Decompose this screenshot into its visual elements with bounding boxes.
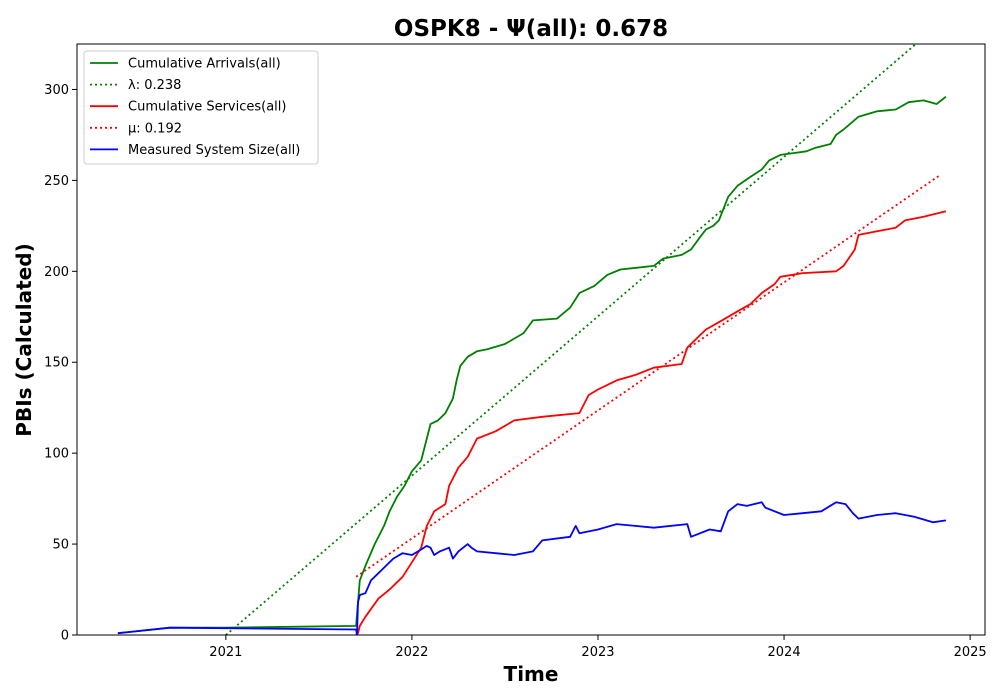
y-tick-label: 150 [44, 356, 69, 371]
legend-label: Measured System Size(all) [128, 143, 300, 158]
legend-box [83, 50, 319, 165]
legend: Cumulative Arrivals(all) λ: 0.238 Cumulati… [83, 50, 319, 165]
x-axis: 2021 2022 2023 2024 2025 [209, 635, 987, 660]
y-tick-label: 200 [44, 265, 69, 280]
series-line-3 [355, 174, 941, 578]
series-line-1 [225, 44, 918, 635]
y-tick-label: 100 [44, 447, 69, 462]
y-tick-label: 300 [44, 83, 69, 98]
series-line-4 [117, 501, 947, 635]
x-axis-title: Time [504, 662, 559, 686]
x-tick-label: 2025 [954, 645, 987, 660]
y-axis: 0 50 100 150 200 250 300 [44, 83, 77, 644]
series-line-0 [117, 95, 947, 635]
legend-label: Cumulative Services(all) [128, 100, 286, 115]
series-line-2 [355, 210, 947, 635]
plot-area [117, 44, 947, 635]
legend-label: λ: 0.238 [128, 78, 181, 93]
x-tick-label: 2024 [768, 645, 801, 660]
x-tick-label: 2022 [395, 645, 428, 660]
y-tick-label: 50 [52, 538, 69, 553]
chart-title: OSPK8 - Ψ(all): 0.678 [394, 16, 668, 42]
x-tick-label: 2021 [209, 645, 242, 660]
legend-label: μ: 0.192 [128, 121, 182, 136]
plot-frame [76, 43, 986, 636]
y-tick-label: 0 [61, 629, 69, 644]
legend-label: Cumulative Arrivals(all) [128, 57, 281, 72]
y-tick-label: 250 [44, 174, 69, 189]
y-axis-title: PBIs (Calculated) [12, 243, 36, 436]
x-tick-label: 2023 [581, 645, 614, 660]
